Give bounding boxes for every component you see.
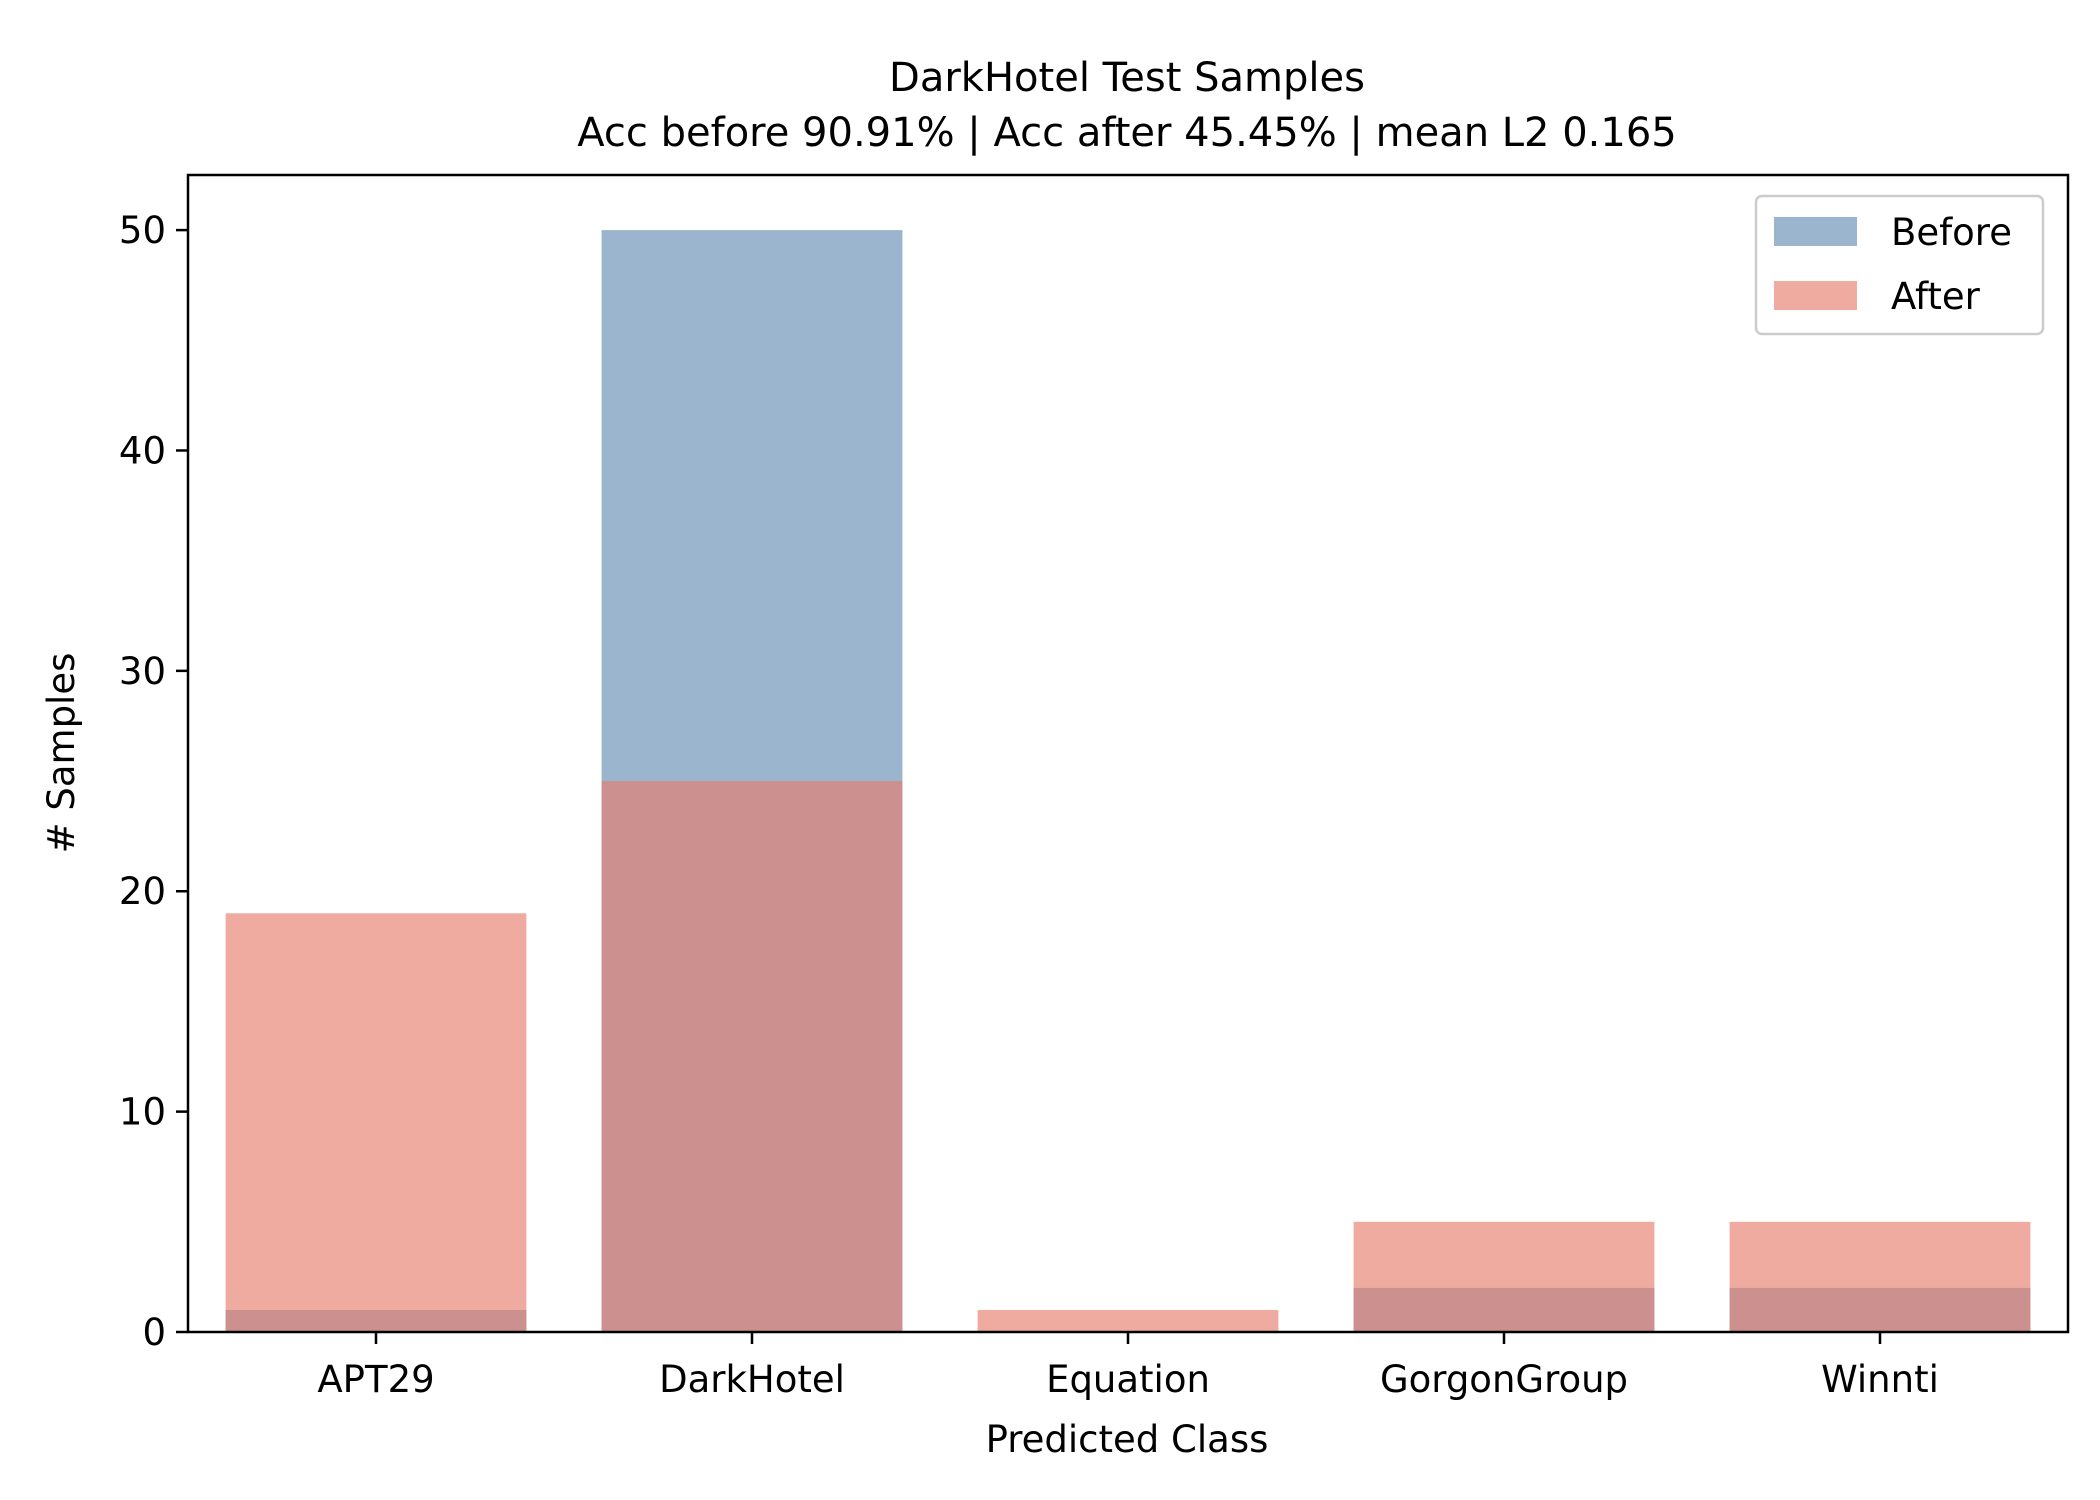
legend: Before After <box>1754 194 2045 336</box>
y-tick-label: 0 <box>142 1311 166 1354</box>
x-axis: APT29 DarkHotel Equation GorgonGroup Winnti <box>317 1332 1939 1401</box>
y-axis: 0 10 20 30 40 50 <box>119 209 188 1354</box>
y-tick-label: 10 <box>119 1091 166 1134</box>
legend-label-after: After <box>1891 275 1981 318</box>
bar-after-darkhotel <box>601 781 903 1332</box>
legend-label-before: Before <box>1891 211 2012 254</box>
x-tick-label: GorgonGroup <box>1380 1358 1628 1401</box>
y-axis-label: # Samples <box>40 653 83 854</box>
legend-swatch-after <box>1774 281 1857 310</box>
chart-subtitle: Acc before 90.91% | Acc after 45.45% | m… <box>577 110 1676 156</box>
y-tick-label: 40 <box>119 429 166 472</box>
y-tick-label: 20 <box>119 870 166 913</box>
bar-after-equation <box>977 1309 1279 1332</box>
x-tick-label: Winnti <box>1821 1358 1939 1401</box>
chart-title: DarkHotel Test Samples <box>889 55 1365 101</box>
x-tick-label: APT29 <box>317 1358 434 1401</box>
bar-after-winnti <box>1729 1221 2031 1332</box>
x-axis-label: Predicted Class <box>986 1418 1269 1461</box>
x-tick-label: DarkHotel <box>659 1358 845 1401</box>
y-tick-label: 50 <box>119 209 166 252</box>
bar-after-gorgongroup <box>1353 1221 1655 1332</box>
bar-after-apt29 <box>225 913 527 1332</box>
plot-frame <box>186 173 2070 1334</box>
x-tick-label: Equation <box>1046 1358 1210 1401</box>
y-tick-label: 30 <box>119 650 166 693</box>
bars-group <box>225 230 2031 1333</box>
legend-swatch-before <box>1774 217 1857 246</box>
